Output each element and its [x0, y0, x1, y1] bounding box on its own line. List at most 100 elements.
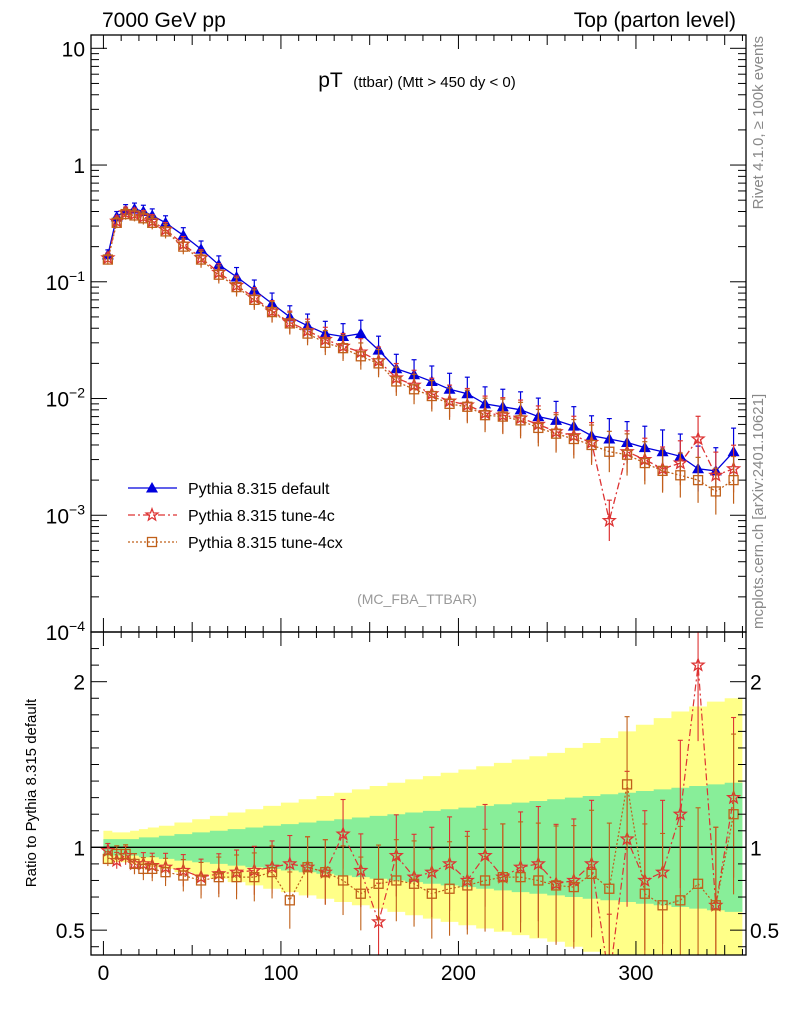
plot-title-sub: (ttbar) (Mtt > 450 dy < 0): [353, 74, 516, 91]
main-y-tick-label: 1: [73, 155, 85, 178]
main-point-tune4c: [690, 430, 706, 446]
ratio-point-tune4cx: [479, 875, 491, 886]
ratio-point-tune4cx: [710, 900, 721, 911]
ratio-bands: [103, 698, 743, 955]
main-point-tune4cx: [710, 486, 721, 497]
ratio-y-tick-label-right: 2: [750, 672, 762, 695]
main-point-default: [354, 327, 367, 339]
main-point-tune4cx: [604, 446, 615, 457]
ratio-x-tick-label: 0: [98, 962, 110, 985]
legend-marker-default: [146, 482, 158, 493]
ratio-y-tick-label: 1: [73, 837, 85, 860]
analysis-id-label: (MC_FBA_TTBAR): [357, 591, 477, 607]
main-point-default: [177, 229, 190, 240]
main-y-tick-label: 10: [62, 38, 85, 61]
main-point-tune4cx: [373, 358, 384, 369]
ratio-point-tune4cx: [586, 868, 597, 879]
ratio-ylabel: Ratio to Pythia 8.315 default: [23, 698, 40, 887]
ratio-point-tune4cx: [604, 883, 615, 894]
ratio-y-tick-label: 0.5: [56, 920, 85, 943]
main-point-tune4cx: [728, 474, 739, 486]
header-left: 7000 GeV pp: [102, 9, 226, 32]
legend-marker-tune4cx: [146, 536, 158, 548]
ratio-point-tune4cx: [692, 878, 704, 889]
main-point-tune4cx: [479, 410, 491, 421]
ratio-point-tune4cx: [444, 883, 455, 894]
main-point-tune4cx: [426, 390, 437, 402]
main-point-tune4cx: [568, 433, 579, 445]
legend-label-tune4c: Pythia 8.315 tune-4c: [188, 508, 335, 525]
ratio-axis-ticks: 0 100 200 300 0.5 0.5 1 1 2 2: [56, 632, 779, 985]
main-point-tune4cx: [337, 343, 349, 354]
main-point-tune4cx: [515, 415, 526, 426]
ratio-point-tune4cx: [550, 880, 562, 891]
main-point-tune4cx: [462, 401, 473, 412]
ratio-point-tune4c: [690, 657, 706, 672]
ratio-point-tune4cx: [302, 862, 313, 873]
main-point-tune4c: [601, 512, 617, 528]
ratio-point-tune4cx: [355, 888, 366, 899]
ratio-point-tune4cx: [195, 875, 207, 886]
main-y-tick-label-base: 10: [46, 272, 69, 295]
main-point-tune4cx: [497, 411, 508, 422]
ratio-x-tick-label: 300: [618, 962, 653, 985]
rivet-version-label: Rivet 4.1.0, ≥ 100k events: [750, 36, 767, 209]
ratio-point-tune4c: [370, 913, 387, 929]
ratio-y-tick-label-right: 0.5: [750, 920, 779, 943]
main-y-tick-label: 10−3: [46, 501, 86, 528]
ratio-point-tune4c: [335, 826, 351, 841]
ratio-point-tune4cx: [147, 863, 158, 875]
ratio-point-tune4cx: [249, 871, 260, 883]
ratio-point-tune4cx: [408, 878, 420, 889]
main-y-tick-label-exp: −2: [69, 385, 85, 401]
ratio-point-tune4cx: [497, 871, 508, 883]
main-point-tune4cx: [178, 241, 189, 252]
main-point-tune4cx: [231, 281, 242, 293]
legend: Pythia 8.315 default Pythia 8.315 tune-4c…: [128, 481, 343, 552]
main-point-tune4cx: [675, 470, 686, 481]
ratio-plot-frame: [90, 631, 747, 956]
ratio-point-tune4cx: [675, 895, 686, 906]
main-point-tune4cx: [302, 328, 313, 339]
main-y-tick-label-base: 10: [46, 389, 69, 412]
main-point-tune4cx: [102, 254, 114, 265]
main-y-tick-label: 10−4: [46, 618, 86, 645]
main-point-tune4cx: [391, 376, 402, 387]
ratio-x-tick-label: 100: [263, 962, 298, 985]
ratio-point-tune4cx: [337, 875, 349, 886]
plot-title: pT (ttbar) (Mtt > 450 dy < 0): [318, 69, 516, 92]
main-series-layer: [100, 202, 742, 542]
main-point-tune4cx: [355, 351, 366, 362]
ratio-point-tune4cx: [462, 880, 473, 891]
main-point-tune4cx: [213, 269, 224, 280]
ratio-point-tune4c: [603, 974, 615, 985]
main-y-tick-label-base: 10: [46, 622, 69, 645]
main-point-tune4cx: [284, 318, 295, 329]
main-point-tune4cx: [249, 294, 260, 306]
main-y-tick-label-exp: −4: [69, 618, 85, 634]
main-y-tick-label-exp: −1: [69, 268, 85, 284]
ratio-point-tune4cx: [373, 878, 384, 889]
main-point-tune4cx: [533, 422, 544, 434]
ratio-y-tick-label-right: 1: [750, 837, 762, 860]
main-point-tune4cx: [147, 217, 158, 228]
main-point-tune4cx: [266, 306, 278, 318]
main-point-tune4cx: [586, 439, 597, 451]
ratio-point-tune4cx: [568, 881, 579, 893]
ratio-point-tune4cx: [391, 875, 402, 886]
main-y-tick-label: 10−2: [46, 385, 86, 412]
ratio-point-tune4cx: [160, 867, 171, 878]
main-point-tune4cx: [320, 337, 331, 348]
main-point-tune4cx: [692, 474, 704, 486]
ratio-point-tune4cx: [213, 871, 224, 883]
ratio-point-tune4cx: [178, 870, 189, 881]
main-point-tune4cx: [160, 226, 171, 237]
ratio-point-tune4cx: [621, 779, 633, 790]
main-y-tick-label: 10−1: [46, 268, 86, 295]
ratio-point-tune4cx: [657, 900, 668, 911]
ratio-point-tune4cx: [515, 871, 526, 883]
main-point-tune4cx: [408, 384, 420, 395]
header-right: Top (parton level): [574, 9, 736, 32]
